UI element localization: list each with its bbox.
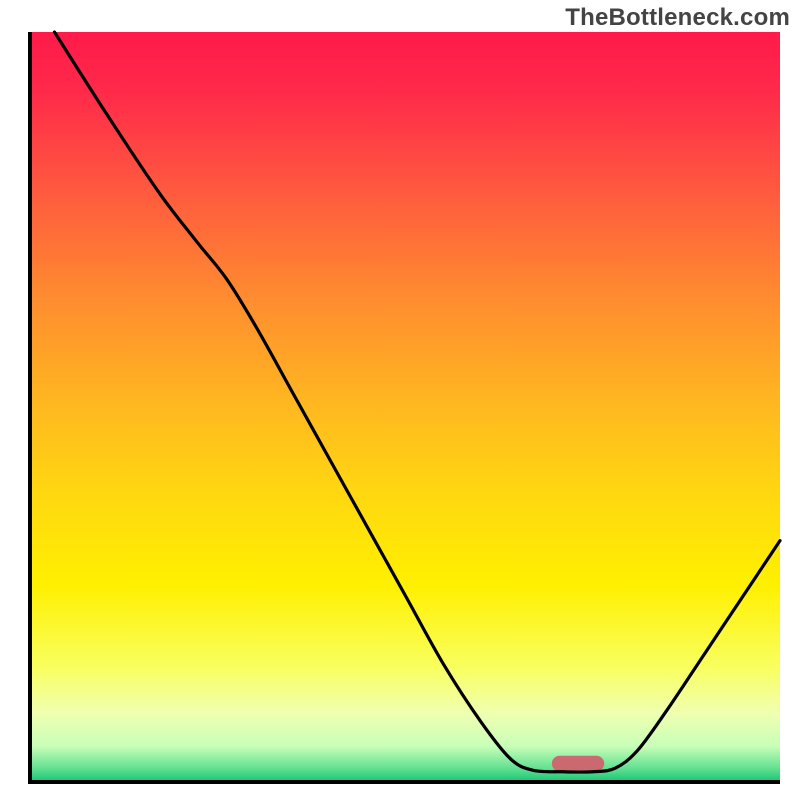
bottleneck-chart-svg xyxy=(0,0,800,800)
optimum-marker-pill xyxy=(552,756,604,772)
bottleneck-chart-container: TheBottleneck.com xyxy=(0,0,800,800)
chart-background-gradient xyxy=(32,32,780,780)
